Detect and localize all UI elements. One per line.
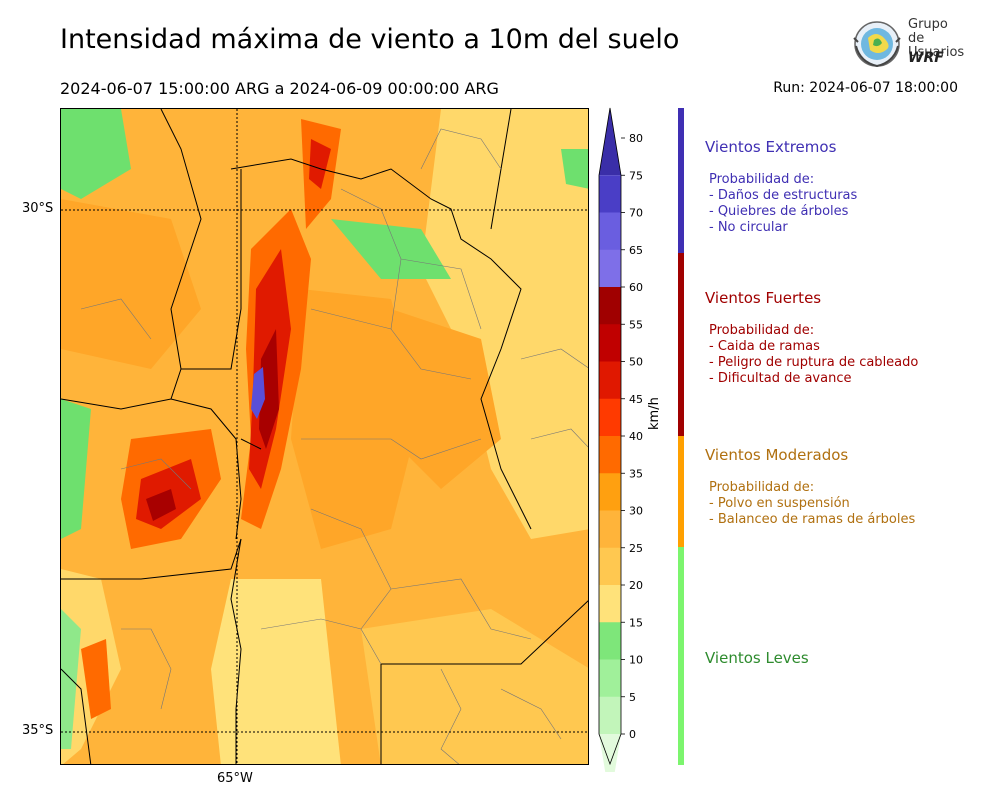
category-light: Vientos Leves (705, 649, 809, 667)
graticule (61, 109, 588, 764)
category-title: Vientos Moderados (705, 446, 849, 464)
category-item: - No circular (709, 220, 788, 235)
wrf-logo: Grupo de Usuarios WRF (848, 16, 968, 72)
logo-label: Grupo de Usuarios (908, 18, 968, 60)
colorbar-band (599, 436, 621, 474)
category-item: - Caida de ramas (709, 339, 820, 354)
green-zone-northwest (61, 109, 131, 199)
forecast-period: 2024-06-07 15:00:00 ARG a 2024-06-09 00:… (60, 79, 499, 98)
green-zone-northeast (561, 149, 588, 189)
category-moderate: Vientos Moderados Probabilidad de: - Pol… (705, 446, 915, 528)
globe-logo-icon (853, 21, 901, 68)
wind-map-svg (61, 109, 588, 764)
colorbar-tick-label: 80 (629, 132, 643, 145)
colorbar-tick-label: 20 (629, 579, 643, 592)
yellow-zone-southeast (361, 609, 588, 764)
green-zone-west (61, 399, 91, 539)
colorbar-band (599, 212, 621, 251)
red-core-north (309, 139, 331, 189)
category-title: Vientos Extremos (705, 138, 837, 156)
colorbar-band (599, 659, 621, 698)
yellow-zone-south (211, 579, 341, 764)
category-bar-strong (678, 253, 684, 436)
colorbar-tick-label: 40 (629, 430, 643, 443)
extreme-wind-core (251, 367, 265, 419)
colorbar-band (599, 473, 621, 511)
category-strong: Vientos Fuertes Probabilidad de: - Caida… (705, 289, 918, 387)
colorbar-band (599, 249, 621, 288)
logo-line-1: Grupo de (908, 17, 948, 46)
colorbar-tick-label: 55 (629, 318, 643, 331)
colorbar-band (599, 175, 621, 213)
orange-zone-northwest (61, 199, 201, 369)
green-zone-north (331, 219, 451, 279)
colorbar-unit-label: km/h (647, 397, 662, 430)
colorbar-tick-label: 50 (629, 356, 643, 369)
yellow-zone-east (421, 109, 588, 539)
colorbar-band (599, 108, 621, 176)
colorbar-tick-label: 10 (629, 654, 643, 667)
department-borders (80, 128, 588, 764)
colorbar-tick-label: 25 (629, 542, 643, 555)
colorbar-band (599, 734, 621, 800)
logo-wrf-text: WRF (908, 50, 944, 66)
category-item: - Quiebres de árboles (709, 204, 849, 219)
category-description: Probabilidad de: - Polvo en suspensión -… (705, 480, 915, 528)
category-description: Probabilidad de: - Caida de ramas - Peli… (705, 323, 918, 387)
colorbar-tick-label: 75 (629, 169, 643, 182)
category-item: - Polvo en suspensión (709, 496, 850, 511)
colorbar-band (599, 547, 621, 586)
colorbar-band (599, 696, 621, 735)
category-description: Probabilidad de: - Daños de estructuras … (705, 172, 857, 236)
colorbar-tick-label: 30 (629, 505, 643, 518)
colorbar-band (599, 510, 621, 549)
colorbar-band (599, 361, 621, 400)
orange-zone-central (291, 289, 421, 549)
colorbar-tick-label: 60 (629, 281, 643, 294)
colorbar-tick-label: 15 (629, 616, 643, 629)
lat-label-35s: 35°S (22, 723, 54, 738)
dark-red-core-west (146, 489, 176, 521)
colorbar-tick-label: 45 (629, 393, 643, 406)
colorbar-band (599, 398, 621, 437)
category-item: - Dificultad de avance (709, 371, 852, 386)
category-heading: Probabilidad de: (709, 323, 815, 338)
run-time: Run: 2024-06-07 18:00:00 (773, 80, 958, 96)
category-item: - Balanceo de ramas de árboles (709, 512, 916, 527)
category-bar-extreme (678, 108, 684, 253)
category-extreme: Vientos Extremos Probabilidad de: - Daño… (705, 138, 857, 236)
dark-red-core-main (259, 329, 279, 449)
province-borders (61, 109, 588, 764)
lat-label-30s: 30°S (22, 201, 54, 216)
colorbar: 80 75 70 65 60 55 50 45 40 35 30 25 20 15 10 5 0 (596, 100, 676, 800)
lon-label-65w: 65°W (217, 771, 253, 786)
map-title: Intensidad máxima de viento a 10m del su… (60, 24, 680, 55)
colorbar-tick-label: 70 (629, 207, 643, 220)
colorbar-tick-label: 35 (629, 467, 643, 480)
category-bar-light (678, 547, 684, 765)
colorbar-band (599, 324, 621, 362)
category-heading: Probabilidad de: (709, 480, 815, 495)
category-item: - Daños de estructuras (709, 188, 858, 203)
category-heading: Probabilidad de: (709, 172, 815, 187)
wind-map (60, 108, 589, 765)
category-item: - Peligro de ruptura de cableado (709, 355, 919, 370)
colorbar-band (599, 622, 621, 660)
colorbar-band (599, 287, 621, 325)
orange-zone-southwest-patch (81, 639, 111, 719)
category-bar-moderate (678, 436, 684, 547)
colorbar-tick-label: 0 (629, 728, 636, 741)
colorbar-band (599, 585, 621, 623)
orange-zone-east (391, 309, 501, 489)
colorbar-tick-label: 65 (629, 244, 643, 257)
category-title: Vientos Leves (705, 649, 809, 667)
logo-line-2: Usuarios (908, 45, 965, 60)
colorbar-tick-label: 5 (629, 691, 636, 704)
category-title: Vientos Fuertes (705, 289, 822, 307)
